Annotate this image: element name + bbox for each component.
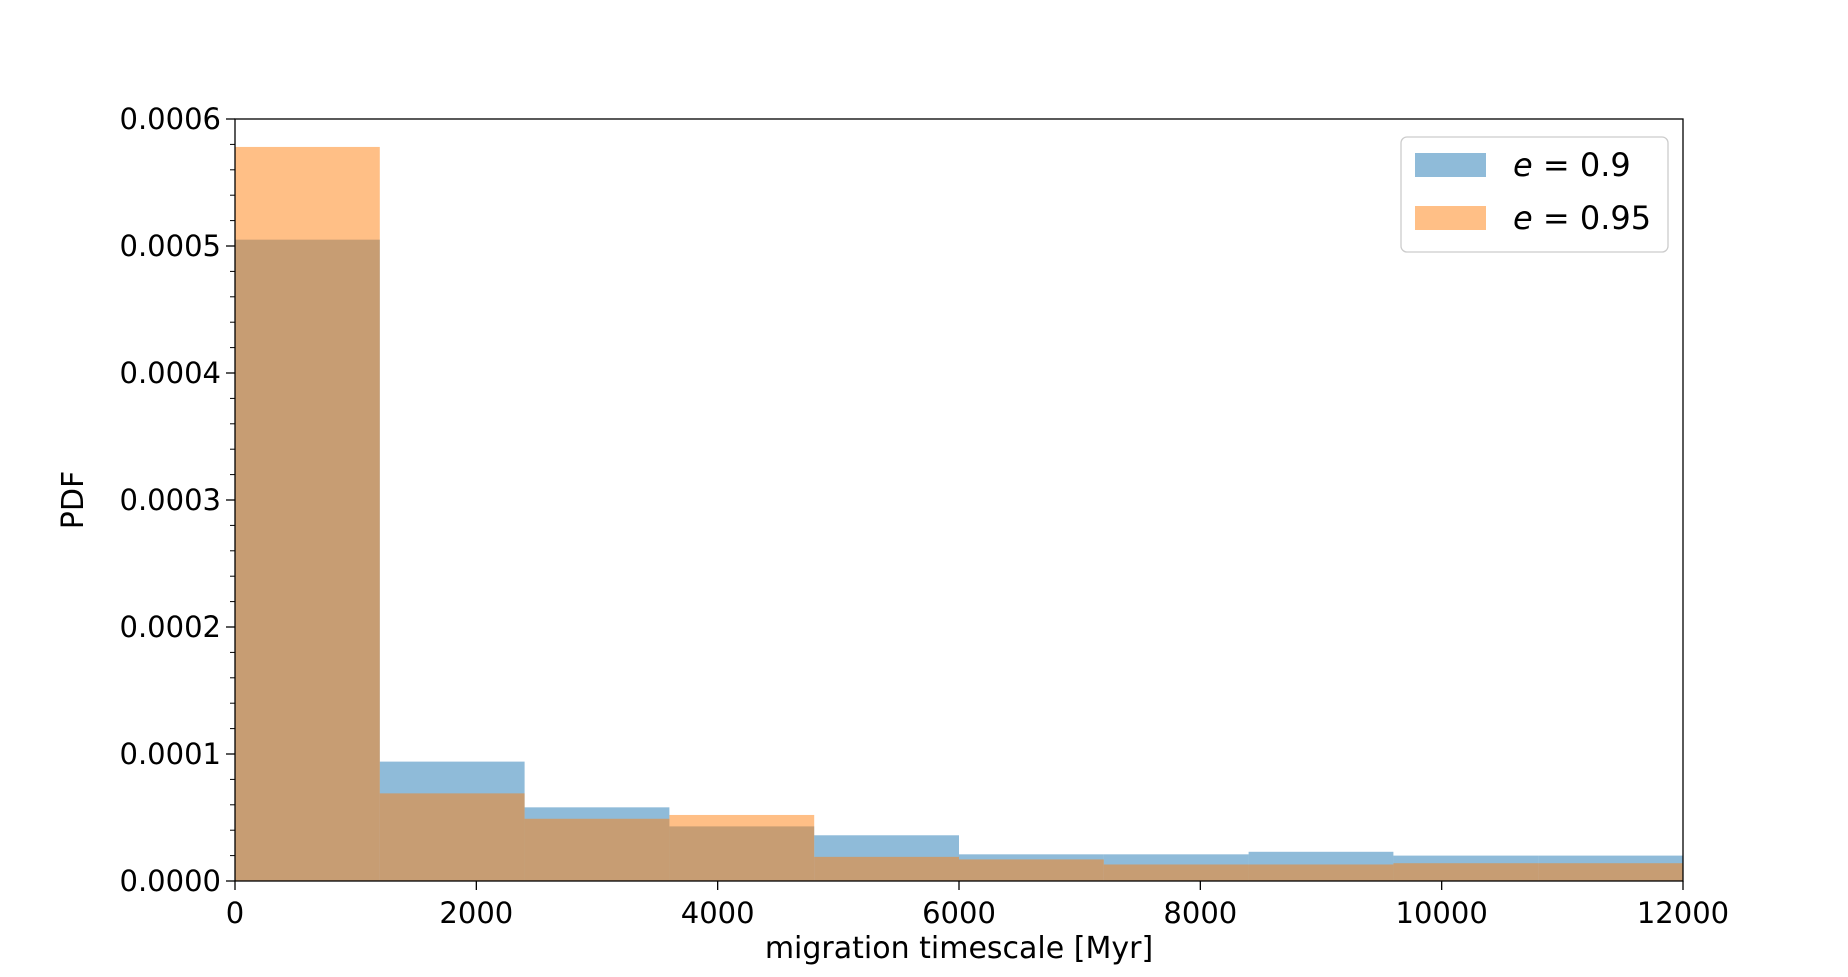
x-tick-label: 12000 xyxy=(1637,896,1729,930)
y-tick-label: 0.0002 xyxy=(120,610,221,644)
bar-series2-bin3 xyxy=(524,818,670,881)
legend-label-series1: e = 0.9 xyxy=(1513,146,1631,184)
y-tick-label: 0.0004 xyxy=(120,356,221,390)
legend: e = 0.9 e = 0.95 xyxy=(1400,136,1669,253)
y-tick-label: 0.0001 xyxy=(120,737,221,771)
x-tick-label: 10000 xyxy=(1396,896,1488,930)
bar-series2-bin2 xyxy=(379,793,525,881)
legend-swatch-series1 xyxy=(1415,153,1486,177)
y-tick-label: 0.0006 xyxy=(120,102,221,136)
legend-label-series2: e = 0.95 xyxy=(1513,199,1651,237)
bar-series2-bin10 xyxy=(1538,863,1683,881)
bar-series2-bin9 xyxy=(1393,863,1539,881)
bar-series2-bin1 xyxy=(235,146,380,881)
bar-series2-bin8 xyxy=(1248,864,1394,881)
legend-swatch-series2 xyxy=(1415,206,1486,230)
x-tick-label: 4000 xyxy=(681,896,755,930)
x-axis: 0 2000 4000 6000 8000 10000 12000 xyxy=(226,881,1729,930)
bar-series2-bin6 xyxy=(959,859,1104,881)
y-axis: 0.0000 0.0001 0.0002 0.0003 0.0004 0.0005 0.00… xyxy=(120,102,235,898)
bars-layer xyxy=(235,146,1683,881)
bar-series2-bin4 xyxy=(669,814,815,881)
x-tick-label: 2000 xyxy=(439,896,513,930)
y-tick-label: 0.0000 xyxy=(120,864,221,898)
x-tick-label: 6000 xyxy=(922,896,996,930)
x-tick-label: 0 xyxy=(226,896,244,930)
x-tick-label: 8000 xyxy=(1163,896,1237,930)
bar-series2-bin5 xyxy=(814,856,959,881)
y-axis-label: PDF xyxy=(56,471,91,529)
x-axis-label: migration timescale [Myr] xyxy=(765,931,1153,966)
bar-series2-bin7 xyxy=(1103,864,1249,881)
y-tick-label: 0.0005 xyxy=(120,229,221,263)
y-tick-label: 0.0003 xyxy=(120,483,221,517)
